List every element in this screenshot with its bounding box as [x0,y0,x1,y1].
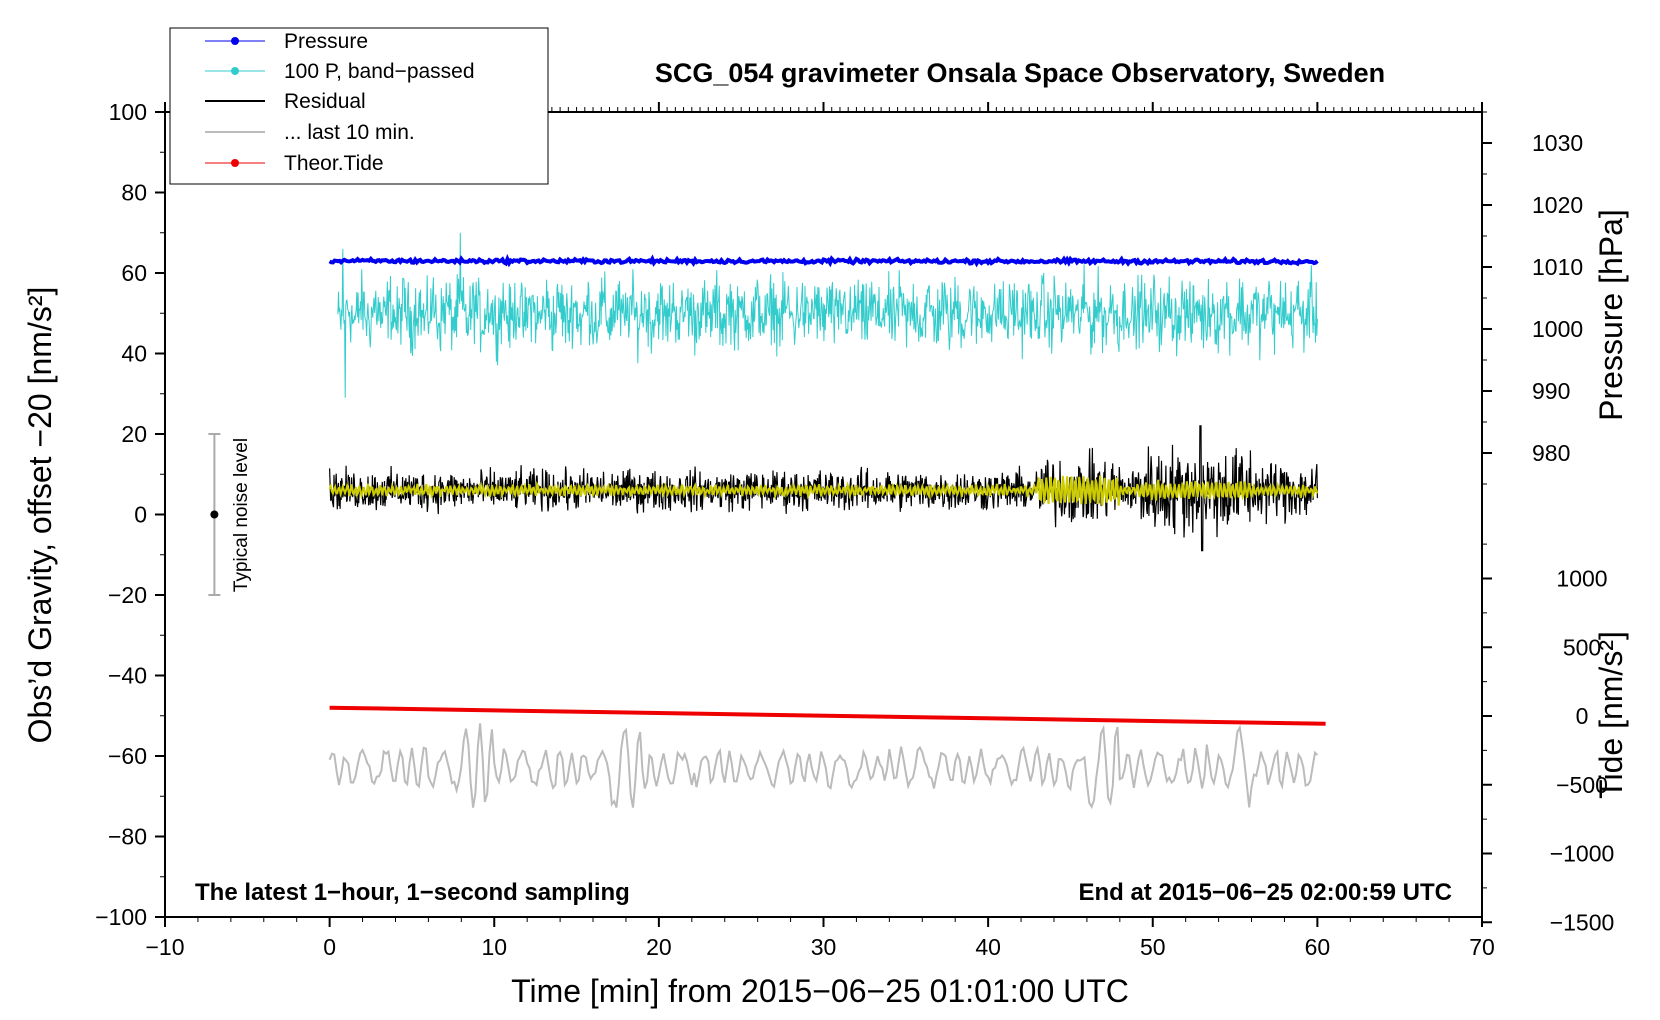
noise-level-label: Typical noise level [231,438,252,592]
y-tick-label: 80 [121,180,147,206]
theoretical-tide-line [329,705,1326,726]
x-tick-label: 60 [1305,934,1331,960]
x-tick-label: 40 [975,934,1001,960]
pressure-tick-label: 1020 [1532,192,1583,218]
x-tick-label: 20 [646,934,672,960]
legend-marker-tide [231,159,239,167]
y-tick-label: −60 [108,743,147,769]
ticks-layer: −10 0 10 20 30 40 50 60 70100806040200−20−40−60−… [95,99,1614,960]
pressure-tick-label: 990 [1532,378,1570,404]
pressure-axis-title: Pressure [hPa] [1593,209,1629,421]
tide-axis-title: Tide [nm/s²] [1593,631,1629,799]
y-tick-label: −100 [95,904,147,930]
noise-level-indicator: Typical noise level [208,433,252,596]
pressure-tick-label: 980 [1532,440,1570,466]
annotation-left: The latest 1−hour, 1−second sampling [195,879,630,906]
pressure-tick-label: 1000 [1532,316,1583,342]
tide-tick-label: 1000 [1556,566,1607,592]
pressure-line [328,253,1319,268]
y-tick-label: −80 [108,824,147,850]
residual-lowpass-line [328,475,1319,506]
series-layer [328,232,1326,810]
chart-title: SCG_054 gravimeter Onsala Space Observat… [655,58,1385,88]
legend-label-pressure: Pressure [284,30,368,53]
legend-marker-bandpassed [231,67,239,75]
x-tick-label: −10 [145,934,184,960]
noise-level-center [210,510,219,519]
last-10-min-line [328,723,1319,810]
y-tick-label: −40 [108,663,147,689]
y-tick-label: 0 [134,502,147,528]
legend: Pressure 100 P, band−passed Residual ...… [169,27,549,185]
y-axis-title: Obs’d Gravity, offset −20 [nm/s²] [22,287,58,744]
x-tick-label: 70 [1469,934,1495,960]
pressure-tick-label: 1010 [1532,254,1583,280]
tide-tick-label: 500 [1563,634,1601,660]
tide-tick-label: −1500 [1550,909,1615,935]
x-tick-label: 10 [481,934,507,960]
y-tick-label: −20 [108,582,147,608]
tide-tick-label: 0 [1576,703,1589,729]
tide-tick-label: −500 [1556,772,1608,798]
y-tick-label: 100 [109,99,147,125]
legend-box [169,27,549,185]
y-tick-label: 60 [121,260,147,286]
legend-label-residual: Residual [284,90,366,113]
x-tick-label: 30 [811,934,837,960]
bandpassed-pressure-line [337,232,1318,398]
tide-tick-label: −1000 [1550,841,1615,867]
x-axis-title: Time [min] from 2015−06−25 01:01:00 UTC [511,973,1129,1009]
legend-label-bandpassed: 100 P, band−passed [284,60,475,83]
pressure-tick-label: 1030 [1532,130,1583,156]
y-tick-label: 20 [121,421,147,447]
legend-marker-pressure [231,37,239,45]
legend-label-last10: ... last 10 min. [284,121,415,144]
y-tick-label: 40 [121,341,147,367]
annotation-right: End at 2015−06−25 02:00:59 UTC [1078,879,1452,906]
x-tick-label: 0 [323,934,336,960]
x-tick-label: 50 [1140,934,1166,960]
legend-label-tide: Theor.Tide [284,152,384,175]
